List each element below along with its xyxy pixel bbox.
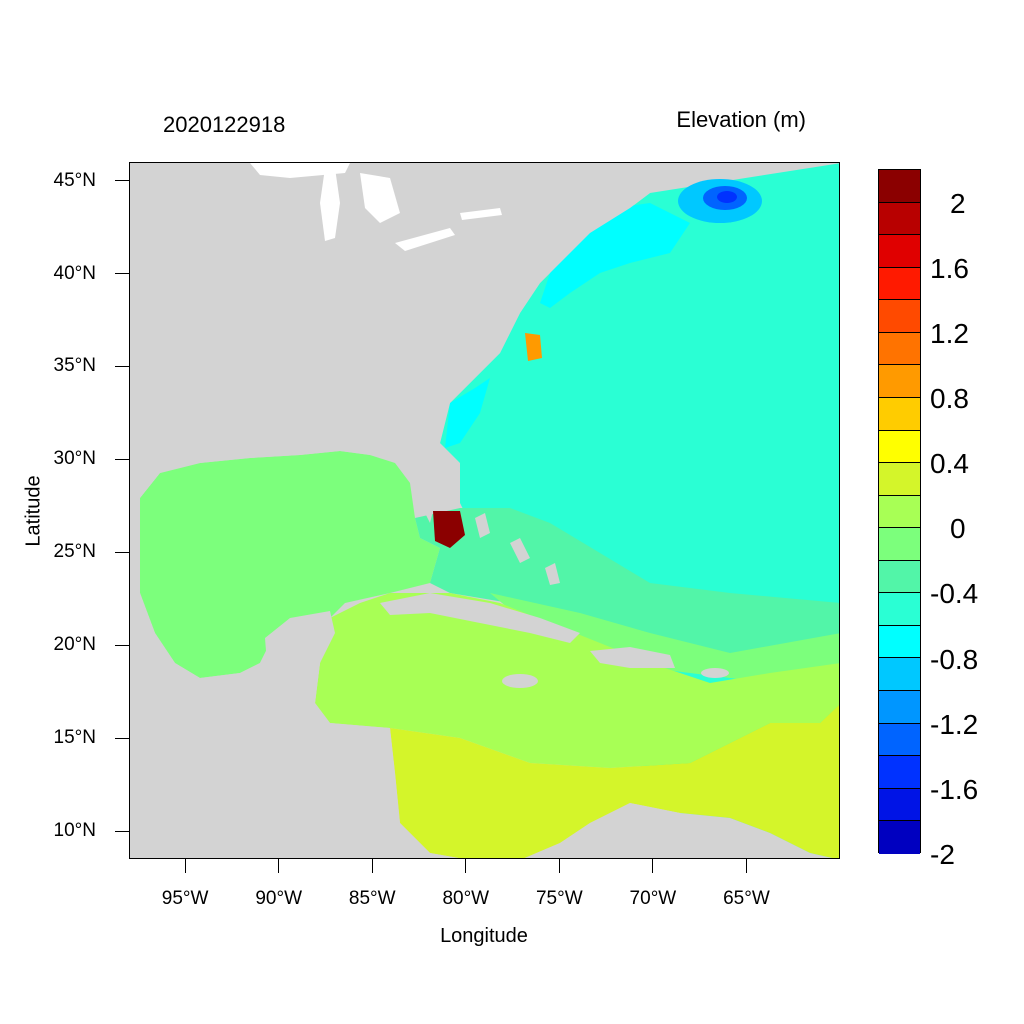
lon-tick-label: 65°W <box>723 888 770 909</box>
colorbar-label: 1.2 <box>930 317 969 349</box>
lat-tick-label: 10°N <box>53 820 96 842</box>
colorbar-label: -2 <box>930 839 955 870</box>
lat-tick-mark <box>115 551 129 553</box>
caribbean-south <box>390 704 839 858</box>
lon-tick-label: 70°W <box>629 888 677 909</box>
lon-tick-mark <box>465 859 467 873</box>
colorbar-swatch <box>879 625 920 659</box>
lat-tick-mark <box>115 458 129 460</box>
gulf-of-mexico <box>140 451 440 678</box>
lat-tick-mark <box>115 737 129 739</box>
florida-surge <box>433 511 465 548</box>
lat-tick-label: 45°N <box>53 169 96 191</box>
colorbar-swatch <box>879 365 920 398</box>
north-america-land <box>130 163 650 523</box>
lake-michigan <box>320 168 340 241</box>
atlantic-south-band <box>490 593 839 693</box>
colorbar-swatch <box>879 821 920 854</box>
colorbar-label: -1.2 <box>930 708 979 740</box>
colorbar-label: 0.8 <box>930 383 969 414</box>
colorbar-swatch <box>879 202 920 236</box>
lat-tick-mark <box>115 830 129 832</box>
y-axis-title: Latitude <box>22 475 45 547</box>
lat-tick-mark <box>115 273 129 275</box>
colorbar-swatch <box>879 658 920 691</box>
x-axis-title: Longitude <box>440 925 528 947</box>
lake-ontario <box>460 208 502 220</box>
lat-tick-label: 30°N <box>53 448 96 470</box>
colorbar-label: 2 <box>950 187 966 219</box>
lat-tick-label: 15°N <box>53 727 96 749</box>
lon-tick-mark <box>745 859 747 873</box>
colorbar-swatch <box>879 528 920 561</box>
southeast-coastal-strip <box>445 378 490 448</box>
colorbar-swatch <box>879 235 920 268</box>
cape-hatteras-surge <box>525 333 542 361</box>
colorbar-label: 0 <box>950 513 966 545</box>
lake-huron <box>360 173 400 223</box>
lake-superior <box>250 163 350 178</box>
colorbar-swatch <box>879 495 920 529</box>
lon-tick-mark <box>184 859 186 873</box>
lat-tick-mark <box>115 180 129 182</box>
colorbar-swatch <box>879 691 920 724</box>
lake-erie <box>395 228 455 251</box>
lon-tick-label: 90°W <box>255 888 303 909</box>
bahamas-islands <box>475 513 560 585</box>
lon-tick-label: 80°W <box>442 888 490 909</box>
lat-tick-label: 25°N <box>53 541 96 563</box>
yucatan-land <box>265 611 335 723</box>
lon-tick-label: 85°W <box>348 888 396 909</box>
lat-tick-label: 40°N <box>53 262 96 284</box>
lat-tick-mark <box>115 365 129 367</box>
caribbean-north <box>315 593 839 768</box>
elevation-map <box>130 163 839 858</box>
colorbar <box>878 169 921 854</box>
lon-tick-mark <box>278 859 280 873</box>
colorbar-label: 1.6 <box>930 252 969 284</box>
colorbar-swatch <box>879 170 920 203</box>
south-america-land <box>524 803 833 858</box>
lon-tick-mark <box>371 859 373 873</box>
cuba-island <box>380 593 580 643</box>
colorbar-swatch <box>879 430 920 464</box>
colorbar-label: -1.6 <box>930 773 979 805</box>
colorbar-swatch <box>879 267 920 301</box>
colorbar-swatch <box>879 723 920 757</box>
colorbar-label: 0.4 <box>930 448 969 480</box>
puerto-rico-island <box>701 668 729 678</box>
jamaica-island <box>502 674 538 688</box>
lat-tick-mark <box>115 644 129 646</box>
lat-tick-label: 20°N <box>53 634 96 656</box>
colorbar-label: -0.4 <box>930 578 979 610</box>
hispaniola-island <box>590 647 675 668</box>
colorbar-swatch <box>879 756 920 789</box>
map-panel[interactable] <box>129 162 840 859</box>
colorbar-swatch <box>879 463 920 496</box>
colorbar-swatch <box>879 560 920 594</box>
lon-tick-mark <box>558 859 560 873</box>
colorbar-swatch <box>879 788 920 822</box>
lon-tick-mark <box>652 859 654 873</box>
lon-tick-label: 95°W <box>161 888 209 909</box>
colorbar-swatch <box>879 300 920 333</box>
lat-tick-label: 35°N <box>53 355 96 377</box>
colorbar-swatch <box>879 397 920 431</box>
valid-time-label: 2020122918 <box>163 112 286 137</box>
variable-label: Elevation (m) <box>676 107 806 132</box>
gulf-of-maine-deep <box>717 191 737 203</box>
colorbar-swatch <box>879 332 920 366</box>
colorbar-label: -0.8 <box>930 643 979 675</box>
colorbar-swatch <box>879 593 920 626</box>
lon-tick-label: 75°W <box>535 888 583 909</box>
